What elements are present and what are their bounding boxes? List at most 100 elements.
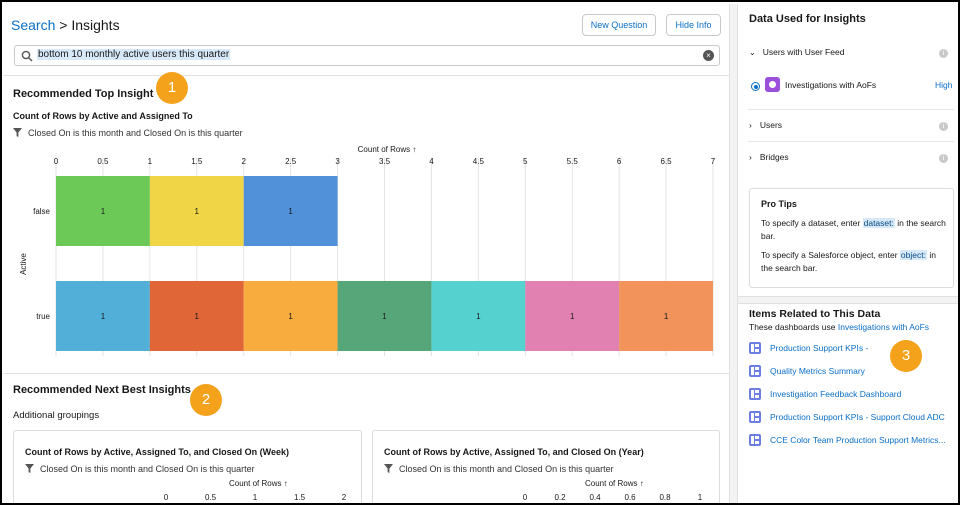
related-desc-text: These dashboards use bbox=[749, 322, 836, 332]
bar-segment bbox=[525, 281, 620, 351]
insight-card-week[interactable]: Count of Rows by Active, Assigned To, an… bbox=[13, 430, 362, 503]
x-tick-label: 5 bbox=[523, 157, 528, 166]
bar-segment bbox=[337, 281, 432, 351]
header: Search > Insights New Question Hide Info… bbox=[4, 4, 729, 76]
bridges-label: Bridges bbox=[759, 152, 789, 162]
tip-object: To specify a Salesforce object, enter ob… bbox=[761, 249, 947, 275]
filter-icon bbox=[13, 128, 22, 137]
main-pane: Search > Insights New Question Hide Info… bbox=[4, 4, 729, 503]
x-tick-label: 6 bbox=[617, 157, 622, 166]
dashboard-name: Production Support KPIs - Support Cloud … bbox=[770, 412, 945, 422]
divider bbox=[748, 109, 954, 110]
related-title: Items Related to This Data bbox=[749, 308, 881, 320]
info-icon[interactable]: i bbox=[939, 154, 948, 163]
bar-data-label: 1 bbox=[101, 312, 106, 321]
chart-filter: Closed On is this month and Closed On is… bbox=[13, 128, 243, 138]
chart-filter-text: Closed On is this month and Closed On is… bbox=[28, 128, 243, 138]
tip-text: in the search bar. bbox=[761, 218, 946, 241]
bar-segment bbox=[243, 176, 338, 246]
hide-info-button[interactable]: Hide Info bbox=[666, 14, 721, 36]
related-description: These dashboards use Investigations with… bbox=[749, 322, 929, 332]
x-tick-label: 7 bbox=[711, 157, 716, 166]
card-tick-label: 1 bbox=[697, 493, 703, 502]
card-tick-label: 0.8 bbox=[659, 493, 671, 502]
card-title: Count of Rows by Active, Assigned To, an… bbox=[25, 447, 290, 457]
data-used-title: Data Used for Insights bbox=[749, 13, 866, 25]
dashboard-icon bbox=[749, 388, 761, 400]
x-tick-label: 6.5 bbox=[661, 157, 673, 166]
related-dashboard-link[interactable]: Investigation Feedback Dashboard bbox=[749, 388, 901, 400]
related-dashboard-link[interactable]: CCE Color Team Production Support Metric… bbox=[749, 434, 946, 446]
panel-divider[interactable] bbox=[729, 4, 738, 503]
search-query-text: bottom 10 monthly active users this quar… bbox=[37, 49, 231, 60]
card-filter: Closed On is this month and Closed On is… bbox=[384, 464, 614, 474]
bar-data-label: 1 bbox=[195, 207, 200, 216]
breadcrumb-search-link[interactable]: Search bbox=[11, 17, 56, 33]
related-dashboard-link[interactable]: Production Support KPIs - Support Cloud … bbox=[749, 411, 945, 423]
card-axis-label: Count of Rows ↑ bbox=[229, 479, 288, 488]
x-tick-label: 0.5 bbox=[97, 157, 109, 166]
card-tick-label: 0.6 bbox=[624, 493, 636, 502]
card-tick-label: 0 bbox=[522, 493, 528, 502]
y-category-label: true bbox=[36, 312, 50, 321]
bar-segment bbox=[619, 281, 713, 351]
dataset-radio[interactable] bbox=[751, 82, 760, 91]
x-tick-label: 1.5 bbox=[191, 157, 203, 166]
x-tick-label: 1 bbox=[148, 157, 153, 166]
insight-card-year[interactable]: Count of Rows by Active, Assigned To, an… bbox=[372, 430, 720, 503]
search-input[interactable]: bottom 10 monthly active users this quar… bbox=[14, 45, 720, 66]
dashboard-icon bbox=[749, 365, 761, 377]
bar-data-label: 1 bbox=[570, 312, 575, 321]
tip-text: To specify a dataset, enter bbox=[761, 218, 861, 228]
callout-badge-3: 3 bbox=[890, 340, 922, 372]
tip-text: in the search bar. bbox=[761, 250, 936, 273]
card-tick-label: 0 bbox=[163, 493, 169, 502]
tip-code: dataset: bbox=[862, 218, 895, 228]
callout-badge-1: 1 bbox=[156, 72, 188, 104]
related-dataset-link[interactable]: Investigations with AoFs bbox=[837, 322, 930, 332]
tip-dataset: To specify a dataset, enter dataset: in … bbox=[761, 217, 947, 243]
dashboard-name: CCE Color Team Production Support Metric… bbox=[770, 435, 946, 445]
users-group[interactable]: › Users bbox=[749, 120, 782, 130]
new-question-button[interactable]: New Question bbox=[582, 14, 656, 36]
card-filter-text: Closed On is this month and Closed On is… bbox=[399, 464, 614, 474]
bridges-group[interactable]: › Bridges bbox=[749, 152, 789, 162]
info-icon[interactable]: i bbox=[939, 49, 948, 58]
x-tick-label: 0 bbox=[54, 157, 59, 166]
info-icon[interactable]: i bbox=[939, 122, 948, 131]
bar-segment bbox=[149, 281, 244, 351]
chevron-down-icon: ⌄ bbox=[749, 48, 756, 57]
y-category-label: false bbox=[33, 207, 50, 216]
pro-tips-title: Pro Tips bbox=[761, 199, 797, 209]
card-tick-label: 0.4 bbox=[589, 493, 601, 502]
card-tick-label: 1 bbox=[252, 493, 258, 502]
card-filter: Closed On is this month and Closed On is… bbox=[25, 464, 255, 474]
clear-search-icon[interactable]: × bbox=[703, 50, 714, 61]
bar-data-label: 1 bbox=[382, 312, 387, 321]
bar-data-label: 1 bbox=[101, 207, 106, 216]
group-label: Users with User Feed bbox=[762, 47, 845, 57]
dashboard-icon bbox=[749, 411, 761, 423]
bar-segment bbox=[243, 281, 338, 351]
dataset-icon bbox=[765, 77, 780, 92]
x-tick-label: 2 bbox=[241, 157, 246, 166]
search-icon bbox=[21, 50, 33, 62]
top-insight-heading: Recommended Top Insight bbox=[13, 88, 154, 100]
dashboard-name: Quality Metrics Summary bbox=[770, 366, 865, 376]
dashboard-icon bbox=[749, 342, 761, 354]
x-tick-label: 3.5 bbox=[379, 157, 391, 166]
x-tick-label: 4.5 bbox=[473, 157, 485, 166]
top-insight-chart: Count of Rows ↑ 0 0.5 1 1.5 2 2.5 3 3.5 4 4.5 5 5.5 6… bbox=[19, 145, 716, 356]
additional-groupings-label: Additional groupings bbox=[13, 410, 100, 421]
dataset-relevance: High bbox=[935, 80, 953, 90]
users-with-user-feed-group[interactable]: ⌄ Users with User Feed bbox=[749, 47, 844, 57]
insights-info-panel: Data Used for Insights ⌄ Users with User … bbox=[738, 4, 958, 503]
breadcrumb: Search > Insights bbox=[11, 17, 120, 33]
card-tick-label: 1.5 bbox=[293, 493, 306, 502]
related-dashboard-link[interactable]: Quality Metrics Summary bbox=[749, 365, 865, 377]
page-title: Insights bbox=[71, 17, 120, 33]
related-dashboard-link[interactable]: Production Support KPIs - bbox=[749, 342, 868, 354]
section-divider bbox=[4, 373, 729, 374]
dataset-name[interactable]: Investigations with AoFs bbox=[785, 80, 877, 90]
bar-data-label: 1 bbox=[664, 312, 669, 321]
